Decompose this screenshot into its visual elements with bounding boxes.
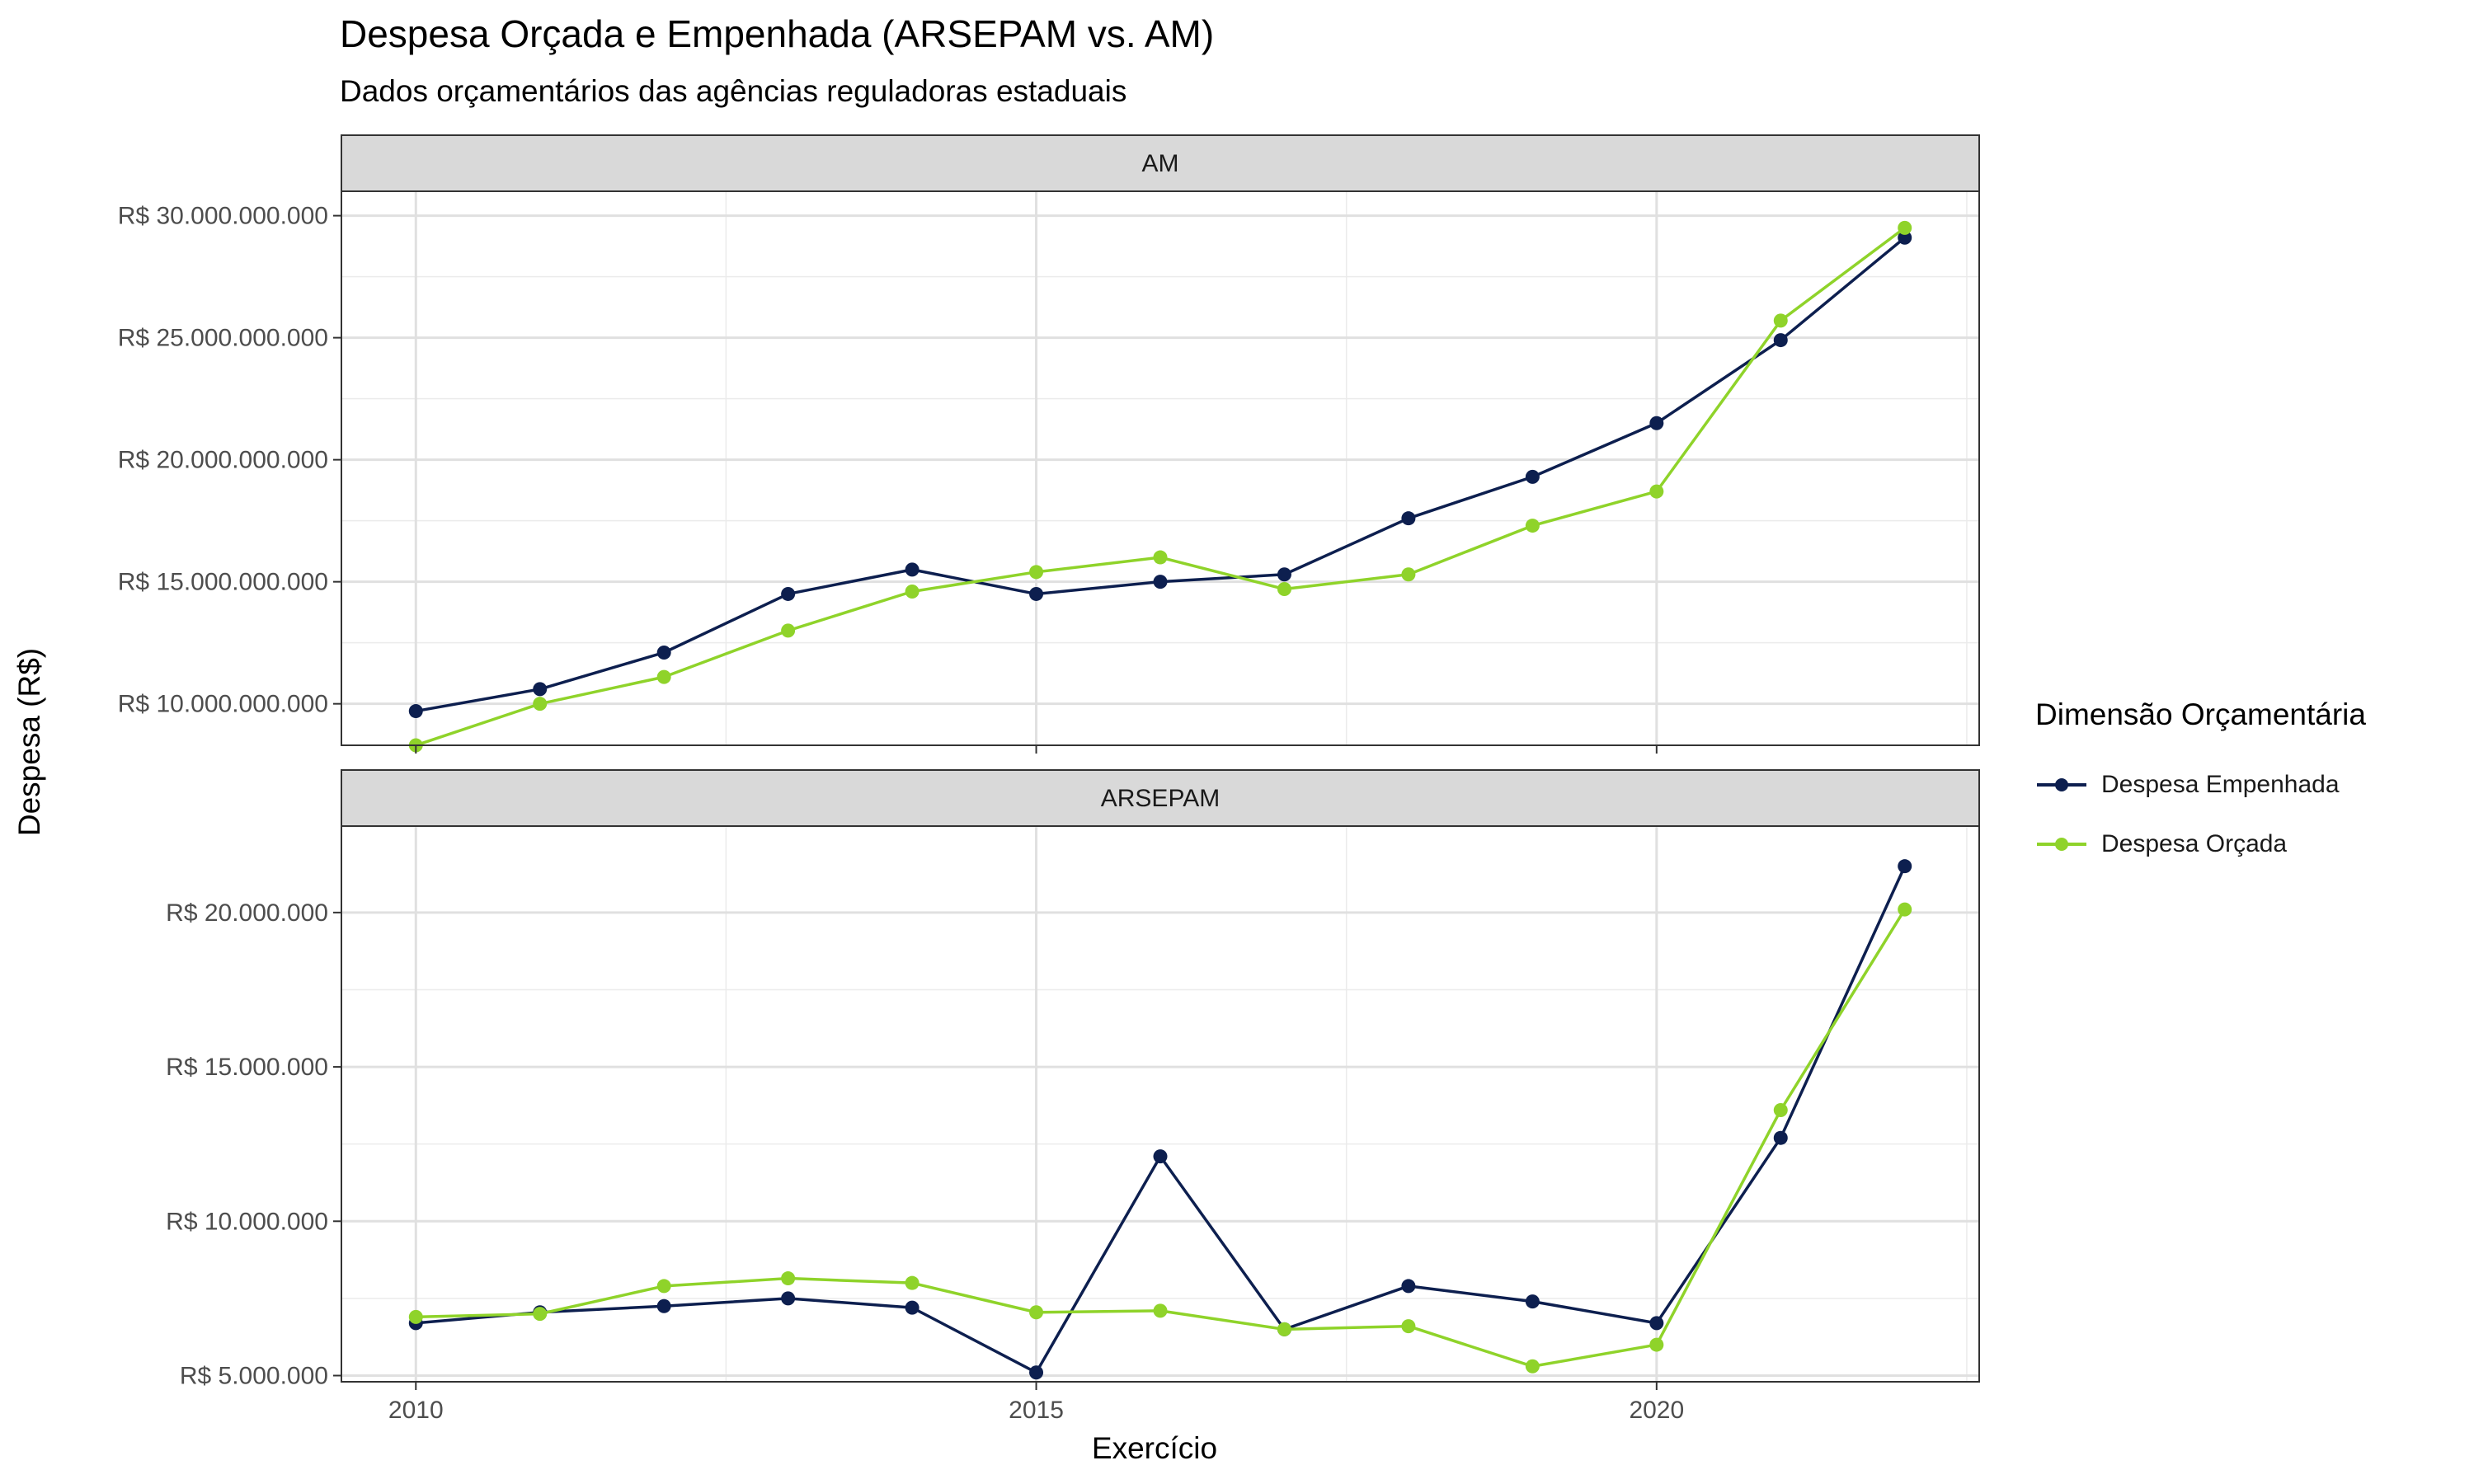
data-point-arsepam-empenhada-2022: [1898, 859, 1912, 874]
facet-strip-arsepam: [341, 769, 1980, 827]
y-tick-label-am: R$ 20.000.000.000: [118, 447, 328, 474]
legend-item-orcada: Despesa Orçada: [2035, 815, 2366, 874]
y-tick-label-arsepam: R$ 5.000.000: [180, 1363, 328, 1390]
data-point-arsepam-empenhada-2019: [1525, 1294, 1540, 1309]
legend-label-orcada: Despesa Orçada: [2101, 830, 2288, 857]
x-tick-label: 2015: [1009, 1397, 1064, 1424]
data-point-am-orcada-2021: [1773, 313, 1788, 328]
data-point-arsepam-empenhada-2021: [1773, 1130, 1788, 1145]
chart-subtitle: Dados orçamentários das agências regulad…: [340, 74, 1127, 108]
data-point-arsepam-orcada-2019: [1525, 1359, 1540, 1374]
x-axis-label: Exercício: [1091, 1431, 1218, 1465]
data-point-am-empenhada-2016: [1153, 575, 1168, 589]
data-point-arsepam-empenhada-2015: [1029, 1365, 1044, 1380]
data-point-am-empenhada-2021: [1773, 333, 1788, 348]
y-tick-label-am: R$ 25.000.000.000: [118, 325, 328, 352]
data-point-am-orcada-2014: [905, 584, 920, 599]
data-point-am-empenhada-2018: [1401, 511, 1416, 526]
data-point-arsepam-empenhada-2014: [905, 1300, 920, 1315]
data-point-arsepam-orcada-2012: [656, 1279, 671, 1294]
data-point-am-empenhada-2011: [533, 682, 548, 697]
data-point-am-empenhada-2012: [656, 646, 671, 660]
data-point-arsepam-empenhada-2018: [1401, 1279, 1416, 1294]
panel-border-arsepam: [341, 825, 1980, 1383]
y-tick-label-am: R$ 15.000.000.000: [118, 569, 328, 596]
legend: Dimensão Orçamentária Despesa Empenhada …: [2035, 697, 2366, 874]
facet-strip-label-arsepam: ARSEPAM: [1101, 785, 1220, 812]
data-point-arsepam-orcada-2014: [905, 1275, 920, 1290]
y-tick-label-arsepam: R$ 10.000.000: [166, 1208, 328, 1235]
series-line-am-empenhada: [415, 236, 1906, 713]
data-point-arsepam-empenhada-2012: [656, 1298, 671, 1313]
x-tick-label: 2010: [388, 1397, 444, 1424]
data-point-am-orcada-2022: [1898, 220, 1912, 235]
data-point-arsepam-orcada-2017: [1277, 1322, 1291, 1336]
panel-border-am: [341, 190, 1980, 746]
data-point-am-orcada-2018: [1401, 567, 1416, 582]
data-point-arsepam-empenhada-2013: [781, 1291, 796, 1306]
chart-title: Despesa Orçada e Empenhada (ARSEPAM vs. …: [340, 12, 1215, 55]
data-point-am-orcada-2012: [656, 669, 671, 684]
data-point-arsepam-orcada-2016: [1153, 1303, 1168, 1318]
data-point-am-empenhada-2010: [408, 704, 423, 719]
data-point-arsepam-orcada-2013: [781, 1271, 796, 1286]
data-point-am-orcada-2019: [1525, 519, 1540, 533]
data-point-arsepam-orcada-2020: [1649, 1337, 1664, 1352]
data-point-arsepam-empenhada-2020: [1649, 1316, 1664, 1331]
legend-title: Dimensão Orçamentária: [2035, 697, 2366, 731]
legend-key-orcada: [2037, 838, 2086, 851]
data-point-arsepam-orcada-2011: [533, 1307, 548, 1322]
data-point-arsepam-orcada-2018: [1401, 1319, 1416, 1334]
y-tick-label-arsepam: R$ 15.000.000: [166, 1054, 328, 1081]
legend-label-empenhada: Despesa Empenhada: [2101, 771, 2340, 798]
data-point-am-orcada-2015: [1029, 565, 1044, 580]
y-tick-label-am: R$ 30.000.000.000: [118, 203, 328, 230]
data-point-am-empenhada-2022: [1898, 230, 1912, 245]
data-point-arsepam-orcada-2015: [1029, 1305, 1044, 1320]
data-point-arsepam-orcada-2022: [1898, 902, 1912, 917]
data-point-am-orcada-2020: [1649, 484, 1664, 499]
y-axis-label: Despesa (R$): [12, 647, 46, 837]
data-point-am-empenhada-2015: [1029, 586, 1044, 601]
data-point-arsepam-orcada-2021: [1773, 1102, 1788, 1117]
legend-item-empenhada: Despesa Empenhada: [2035, 755, 2366, 815]
data-point-am-orcada-2011: [533, 697, 548, 711]
legend-key-empenhada: [2037, 778, 2086, 791]
facet-strip-label-am: AM: [1142, 150, 1179, 177]
series-line-am-orcada: [415, 227, 1906, 747]
data-point-am-empenhada-2013: [781, 586, 796, 601]
data-point-am-orcada-2017: [1277, 582, 1291, 597]
data-point-arsepam-empenhada-2016: [1153, 1149, 1168, 1164]
data-point-am-orcada-2016: [1153, 550, 1168, 565]
data-point-am-empenhada-2014: [905, 562, 920, 577]
y-tick-label-am: R$ 10.000.000.000: [118, 691, 328, 718]
data-point-am-empenhada-2017: [1277, 567, 1291, 582]
y-tick-label-arsepam: R$ 20.000.000: [166, 899, 328, 927]
data-point-arsepam-orcada-2010: [408, 1309, 423, 1324]
x-tick-label: 2020: [1629, 1397, 1684, 1424]
data-point-am-orcada-2013: [781, 623, 796, 638]
data-point-am-empenhada-2019: [1525, 469, 1540, 484]
data-point-am-empenhada-2020: [1649, 416, 1664, 430]
